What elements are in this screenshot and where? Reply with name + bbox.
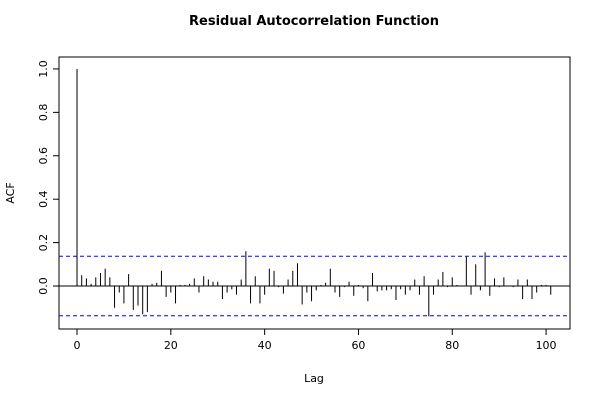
- y-tick-label: 0.4: [37, 190, 50, 208]
- y-tick-label: 0.0: [37, 277, 50, 295]
- y-tick-label: 0.2: [37, 234, 50, 252]
- x-tick-label: 0: [74, 339, 81, 352]
- x-tick-label: 100: [536, 339, 557, 352]
- chart-title: Residual Autocorrelation Function: [189, 14, 439, 29]
- y-tick-label: 1.0: [37, 60, 50, 78]
- x-tick-label: 40: [258, 339, 272, 352]
- x-tick-label: 20: [164, 339, 178, 352]
- x-tick-label: 60: [351, 339, 365, 352]
- plot-frame: [58, 56, 571, 330]
- y-axis-label: ACF: [4, 182, 17, 203]
- x-tick-label: 80: [445, 339, 459, 352]
- x-axis-label: Lag: [304, 372, 324, 385]
- y-tick-label: 0.8: [37, 104, 50, 122]
- y-tick-label: 0.6: [37, 147, 50, 165]
